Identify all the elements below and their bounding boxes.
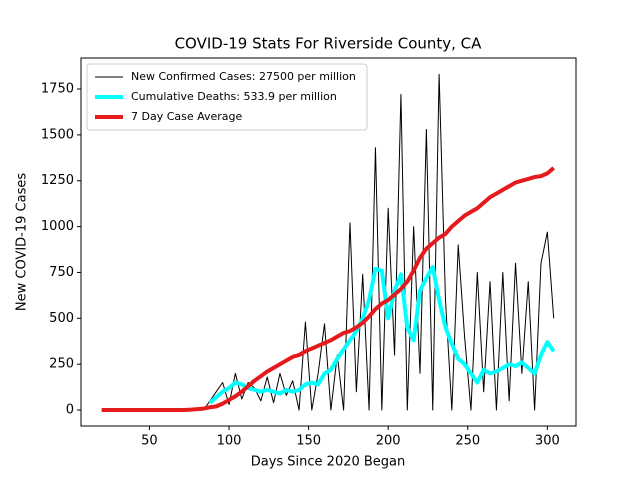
y-tick-label: 1500: [41, 127, 74, 142]
x-tick-label: 100: [217, 434, 242, 449]
legend-label: Cumulative Deaths: 533.9 per million: [131, 90, 337, 103]
y-tick-label: 1250: [41, 173, 74, 188]
legend-box: [86, 63, 368, 131]
y-tick-label: 250: [49, 357, 74, 372]
x-tick-label: 50: [141, 434, 158, 449]
x-tick-label: 200: [376, 434, 401, 449]
chart-title: COVID-19 Stats For Riverside County, CA: [175, 35, 483, 53]
y-tick-label: 1750: [41, 82, 74, 97]
x-tick-label: 150: [296, 434, 321, 449]
y-axis-label: New COVID-19 Cases: [15, 173, 30, 311]
plot: [101, 73, 556, 413]
legend-label: 7 Day Case Average: [131, 110, 243, 123]
x-tick-label: 300: [535, 434, 560, 449]
y-tick-label: 0: [66, 403, 74, 418]
y-tick-label: 750: [49, 265, 74, 280]
y-tick-label: 1000: [41, 219, 74, 234]
y-tick-label: 500: [49, 311, 74, 326]
legend-label: New Confirmed Cases: 27500 per million: [131, 70, 356, 83]
series-line: [208, 264, 556, 405]
series-line: [101, 166, 556, 413]
x-axis-label: Days Since 2020 Began: [251, 455, 406, 470]
plot-frame: [80, 57, 577, 427]
x-tick-label: 250: [455, 434, 480, 449]
